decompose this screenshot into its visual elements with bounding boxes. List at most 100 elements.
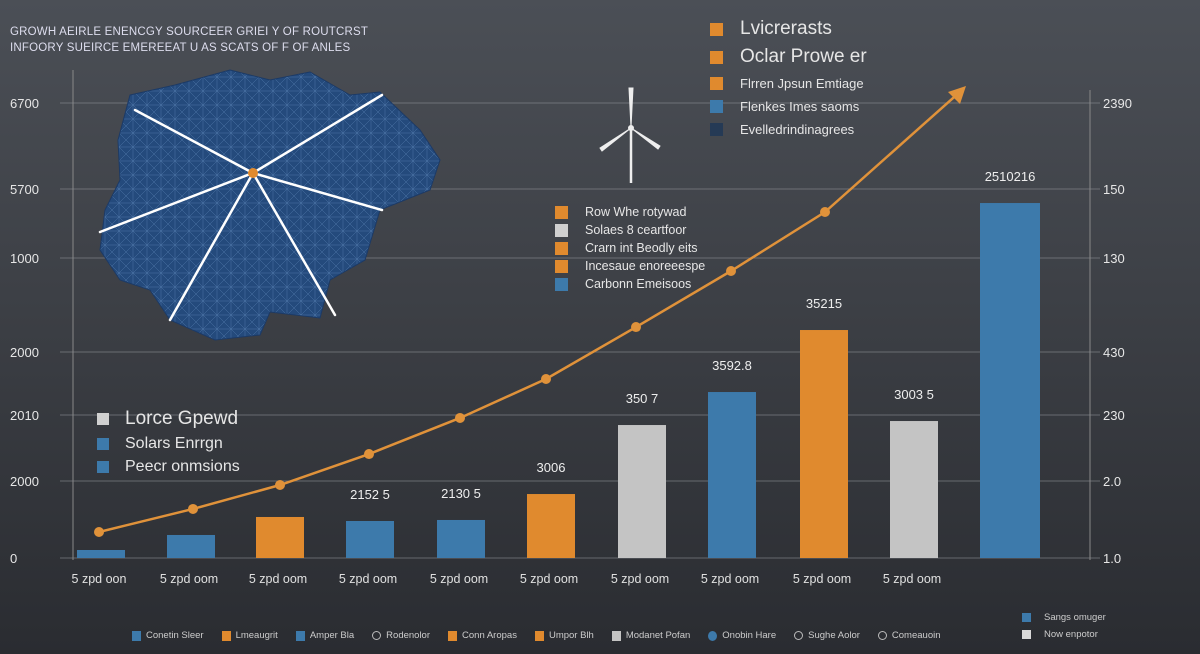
legend-swatch bbox=[710, 77, 723, 90]
x-tick-label: 5 zpd oom bbox=[701, 572, 759, 586]
trend-point bbox=[94, 526, 104, 537]
bar-data-label: 350 7 bbox=[626, 391, 659, 406]
legend-item: Rodenolor bbox=[372, 630, 430, 641]
x-tick-label: 5 zpd oom bbox=[611, 572, 669, 586]
bar-data-label: 2152 5 bbox=[350, 487, 390, 502]
legend-item: Modanet Pofan bbox=[611, 630, 691, 641]
map-hub-dot bbox=[248, 168, 258, 178]
legend-swatch bbox=[221, 630, 231, 641]
legend-label: Now enpotor bbox=[1044, 629, 1098, 640]
legend-item: Lmeaugrit bbox=[221, 630, 278, 641]
legend-label: Evelledrindinagrees bbox=[740, 122, 855, 137]
legend-label: Onobin Hare bbox=[722, 630, 777, 641]
chart-title-line-1: GROWH AEIRLE ENENCGY SOURCEER GRIEI Y OF… bbox=[10, 26, 369, 38]
legend-label: Lmeaugrit bbox=[235, 630, 278, 641]
legend-item: Lvicrerasts bbox=[710, 18, 867, 40]
legend-swatch bbox=[295, 630, 305, 641]
legend-label: Modanet Pofan bbox=[625, 630, 691, 641]
legend-swatch bbox=[372, 631, 382, 640]
legend-item: Incesaue enoreeespe bbox=[555, 259, 705, 273]
bar bbox=[256, 516, 304, 558]
legend-item: Amper Bla bbox=[295, 630, 354, 641]
x-tick-label: 5 zpd oom bbox=[520, 572, 578, 586]
trend-point bbox=[541, 373, 551, 384]
legend-label: Crarn int Beodly eits bbox=[585, 241, 698, 255]
bar-data-label: 3003 5 bbox=[894, 387, 934, 402]
legend-item: Carbonn Emeisoos bbox=[555, 277, 705, 291]
trend-arrowhead bbox=[948, 86, 966, 105]
legend-item: Conetin Sleer bbox=[132, 630, 204, 641]
map-shape bbox=[99, 69, 441, 341]
legend-swatch bbox=[710, 123, 723, 136]
legend-item: Lorce Gpewd bbox=[97, 408, 240, 430]
legend-label: Lvicrerasts bbox=[740, 18, 832, 39]
legend-swatch bbox=[97, 438, 109, 450]
legend-label: Row Whe rotywad bbox=[585, 205, 687, 219]
legend-item: Solars Enrrgn bbox=[97, 435, 240, 453]
legend-swatch bbox=[794, 631, 804, 640]
legend-swatch bbox=[555, 277, 568, 291]
trend-point bbox=[631, 322, 641, 333]
legend-swatch bbox=[555, 259, 568, 273]
left-tick-label: 1000 bbox=[10, 251, 39, 266]
legend-item: Comeauoin bbox=[877, 630, 941, 641]
legend-item: Conn Aropas bbox=[448, 630, 517, 641]
legend-swatch bbox=[710, 100, 723, 113]
legend-item: Sangs omuger bbox=[1022, 612, 1106, 623]
bar bbox=[527, 494, 575, 558]
right-tick-label: 230 bbox=[1103, 408, 1125, 423]
trend-point bbox=[455, 412, 465, 423]
trend-point bbox=[275, 479, 285, 490]
bar bbox=[167, 534, 215, 558]
legend-top-right: Lvicrerasts Oclar Prowe er Flrren Jpsun Em… bbox=[710, 18, 867, 137]
legend-label: Flrren Jpsun Emtiage bbox=[740, 76, 864, 91]
bar bbox=[437, 519, 485, 558]
x-tick-label: 5 zpd oom bbox=[339, 572, 397, 586]
x-tick-label: 5 zpd oom bbox=[793, 572, 851, 586]
chart-title: GROWH AEIRLE ENENCGY SOURCEER GRIEI Y OF… bbox=[10, 24, 368, 56]
legend-label: Conn Aropas bbox=[462, 630, 517, 641]
legend-item: Sughe Aolor bbox=[794, 630, 860, 641]
legend-swatch bbox=[555, 223, 568, 237]
legend-swatch bbox=[877, 631, 887, 640]
trend-point bbox=[188, 503, 198, 514]
legend-swatch bbox=[1022, 630, 1031, 639]
legend-label: Solaes 8 ceartfoor bbox=[585, 223, 687, 237]
legend-swatch bbox=[555, 241, 568, 255]
right-tick-label: 2390 bbox=[1103, 96, 1132, 111]
legend-swatch bbox=[611, 630, 621, 641]
bar bbox=[980, 203, 1040, 558]
legend-item: Umpor Blh bbox=[534, 630, 594, 641]
legend-item: Row Whe rotywad bbox=[555, 205, 705, 219]
chart-title-line-2: INFOORY SUEIRCE EMEREEAT U AS SCATS OF F… bbox=[10, 42, 351, 54]
legend-label: Rodenolor bbox=[386, 630, 431, 641]
legend-item: Flenkes Imes saoms bbox=[710, 99, 867, 114]
legend-middle: Row Whe rotywad Solaes 8 ceartfoor Crarn i… bbox=[555, 205, 705, 291]
right-tick-label: 150 bbox=[1103, 182, 1125, 197]
left-tick-label: 2000 bbox=[10, 345, 39, 360]
trend-line bbox=[98, 89, 963, 534]
legend-item: Solaes 8 ceartfoor bbox=[555, 223, 705, 237]
legend-item: Oclar Prowe er bbox=[710, 46, 867, 68]
legend-label: Peecr onmsions bbox=[125, 458, 240, 475]
bar-data-label: 2130 5 bbox=[441, 486, 481, 501]
legend-swatch bbox=[555, 205, 568, 219]
legend-item: Crarn int Beodly eits bbox=[555, 241, 705, 255]
legend-label: Incesaue enoreeespe bbox=[585, 259, 706, 273]
x-tick-label: 5 zpd oom bbox=[249, 572, 307, 586]
right-tick-label: 1.0 bbox=[1103, 551, 1121, 566]
legend-label: Sangs omuger bbox=[1044, 612, 1106, 623]
bar bbox=[800, 330, 848, 558]
wind-turbine-icon bbox=[599, 87, 661, 183]
legend-swatch bbox=[710, 50, 723, 64]
legend-label: Oclar Prowe er bbox=[740, 46, 867, 67]
bar bbox=[346, 520, 394, 558]
bar-data-label: 3006 bbox=[537, 460, 566, 475]
legend-label: Conetin Sleer bbox=[146, 630, 204, 641]
legend-label: Solars Enrrgn bbox=[125, 435, 223, 452]
right-tick-label: 430 bbox=[1103, 345, 1125, 360]
x-tick-label: 5 zpd oom bbox=[883, 572, 941, 586]
left-tick-label: 2000 bbox=[10, 474, 39, 489]
bar-data-label: 2510216 bbox=[985, 169, 1036, 184]
x-tick-label: 5 zpd oon bbox=[72, 572, 127, 586]
